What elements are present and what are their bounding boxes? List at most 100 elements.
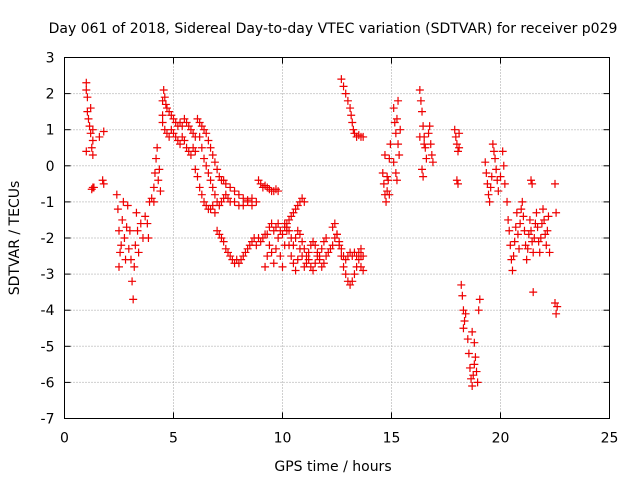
data-point xyxy=(278,262,287,271)
data-point xyxy=(302,252,311,261)
x-axis: 0 5 10 15 20 25 xyxy=(60,57,618,447)
data-point xyxy=(129,295,138,304)
data-point xyxy=(224,248,232,257)
data-point xyxy=(333,230,341,239)
data-point xyxy=(328,223,337,232)
data-point xyxy=(494,187,503,196)
data-point xyxy=(339,262,348,271)
data-point xyxy=(147,194,156,203)
data-point xyxy=(553,302,562,311)
data-point xyxy=(394,140,403,149)
data-point xyxy=(383,172,392,181)
data-point xyxy=(261,262,270,271)
data-point xyxy=(265,241,274,250)
data-point xyxy=(424,129,433,138)
data-point xyxy=(88,136,97,145)
data-point xyxy=(391,169,400,178)
data-point xyxy=(472,367,481,376)
data-point xyxy=(123,201,132,210)
data-point xyxy=(158,111,167,120)
x-tick-label: 20 xyxy=(492,431,510,447)
data-series xyxy=(82,75,562,391)
data-point xyxy=(234,259,243,268)
data-point xyxy=(389,104,398,113)
data-point xyxy=(300,197,309,206)
data-point xyxy=(158,118,167,127)
data-point xyxy=(525,215,534,224)
data-point xyxy=(132,208,141,217)
data-point xyxy=(276,252,285,261)
data-point xyxy=(470,338,479,347)
data-point xyxy=(451,132,460,141)
data-point xyxy=(350,270,359,279)
data-point xyxy=(489,147,498,156)
data-point xyxy=(197,122,206,131)
data-point xyxy=(99,179,108,188)
data-point xyxy=(126,255,135,264)
data-point xyxy=(415,132,424,141)
data-point xyxy=(122,223,131,232)
data-point xyxy=(483,179,492,188)
data-point xyxy=(254,176,263,185)
data-point xyxy=(95,132,104,141)
data-point xyxy=(544,212,553,221)
data-point xyxy=(339,82,348,91)
data-point xyxy=(322,234,331,242)
data-point xyxy=(465,363,474,372)
x-tick-label: 10 xyxy=(274,431,292,447)
data-point xyxy=(143,219,152,228)
data-point xyxy=(115,226,123,235)
data-point xyxy=(485,197,494,206)
data-point xyxy=(304,255,313,264)
data-point xyxy=(524,230,533,239)
data-point xyxy=(82,147,91,156)
data-point xyxy=(128,277,137,286)
data-point xyxy=(219,237,228,246)
data-point xyxy=(518,197,527,206)
data-point xyxy=(348,118,357,127)
data-point xyxy=(82,85,91,94)
data-point xyxy=(348,277,357,286)
data-point xyxy=(149,183,158,192)
data-point xyxy=(247,201,256,210)
data-point xyxy=(84,114,93,123)
data-point xyxy=(419,172,428,181)
data-point xyxy=(195,183,204,192)
data-point xyxy=(304,248,313,257)
data-point xyxy=(134,248,143,257)
data-point xyxy=(162,104,171,113)
data-point xyxy=(120,234,129,242)
data-point xyxy=(193,172,202,181)
data-point xyxy=(319,237,328,246)
data-point xyxy=(491,154,500,163)
data-point xyxy=(346,104,355,113)
data-point xyxy=(261,181,270,190)
data-point xyxy=(486,183,495,192)
plot-frame xyxy=(64,57,610,419)
data-point xyxy=(287,212,296,221)
data-point xyxy=(542,241,551,250)
x-axis-label: GPS time / hours xyxy=(274,459,391,475)
data-point xyxy=(215,230,224,239)
data-point xyxy=(552,208,561,217)
y-axis: 3 2 1 0 -1 -2 -3 -4 -5 -6 -7 xyxy=(41,51,610,428)
data-point xyxy=(394,96,403,105)
data-point xyxy=(291,205,300,214)
data-point xyxy=(537,219,546,228)
data-point xyxy=(189,143,198,152)
data-point xyxy=(243,197,252,206)
data-point xyxy=(534,237,543,246)
data-point xyxy=(133,226,142,235)
data-point xyxy=(488,140,497,149)
data-point xyxy=(180,136,189,145)
data-point xyxy=(285,215,294,224)
data-point xyxy=(521,241,530,250)
data-point xyxy=(324,248,333,257)
data-point xyxy=(226,252,235,261)
data-point xyxy=(263,252,272,261)
data-point xyxy=(457,280,466,289)
y-tick-label: -4 xyxy=(41,303,55,319)
data-point xyxy=(350,129,359,138)
data-point xyxy=(291,266,300,275)
data-point xyxy=(523,244,532,253)
